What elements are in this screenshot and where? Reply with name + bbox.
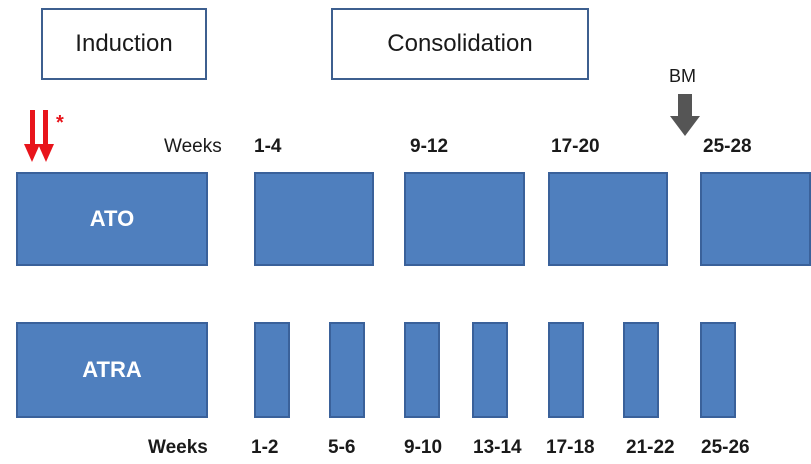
ato-week-range: 1-4 [254, 136, 282, 157]
atra-consolidation-block [700, 322, 736, 418]
atra-consolidation-block [548, 322, 584, 418]
atra-week-range: 13-14 [473, 437, 522, 458]
ato-induction-block: ATO [16, 172, 208, 266]
atra-consolidation-block [329, 322, 365, 418]
ato-week-range: 25-28 [703, 136, 752, 157]
ato-week-range: 9-12 [410, 136, 449, 157]
atra-week-range: 17-18 [546, 437, 595, 458]
ato-label: ATO [89, 206, 135, 231]
atra-label: ATRA [82, 357, 142, 382]
consolidation-label: Consolidation [387, 30, 533, 57]
atra-weeks-label: Weeks [148, 437, 208, 458]
ato-weeks-label: Weeks [164, 136, 222, 157]
star-marker: * [56, 112, 64, 134]
bm-label: BM [669, 66, 696, 86]
atra-week-range: 1-2 [251, 437, 279, 458]
down-arrow-icon [670, 94, 700, 136]
ato-consolidation-block [254, 172, 374, 266]
atra-week-range: 9-10 [404, 437, 443, 458]
ato-consolidation-block [548, 172, 668, 266]
ato-week-range: 17-20 [551, 136, 600, 157]
double-down-arrow-icon [24, 110, 54, 162]
atra-consolidation-block [404, 322, 440, 418]
induction-box: Induction [41, 8, 207, 80]
atra-week-range: 21-22 [626, 437, 675, 458]
ato-consolidation-block [700, 172, 811, 266]
atra-consolidation-block [472, 322, 508, 418]
atra-week-range: 5-6 [328, 437, 356, 458]
atra-consolidation-block [254, 322, 290, 418]
ato-consolidation-block [404, 172, 525, 266]
atra-week-range: 25-26 [701, 437, 750, 458]
atra-induction-block: ATRA [16, 322, 208, 418]
atra-consolidation-block [623, 322, 659, 418]
induction-label: Induction [75, 30, 173, 57]
consolidation-box: Consolidation [331, 8, 589, 80]
